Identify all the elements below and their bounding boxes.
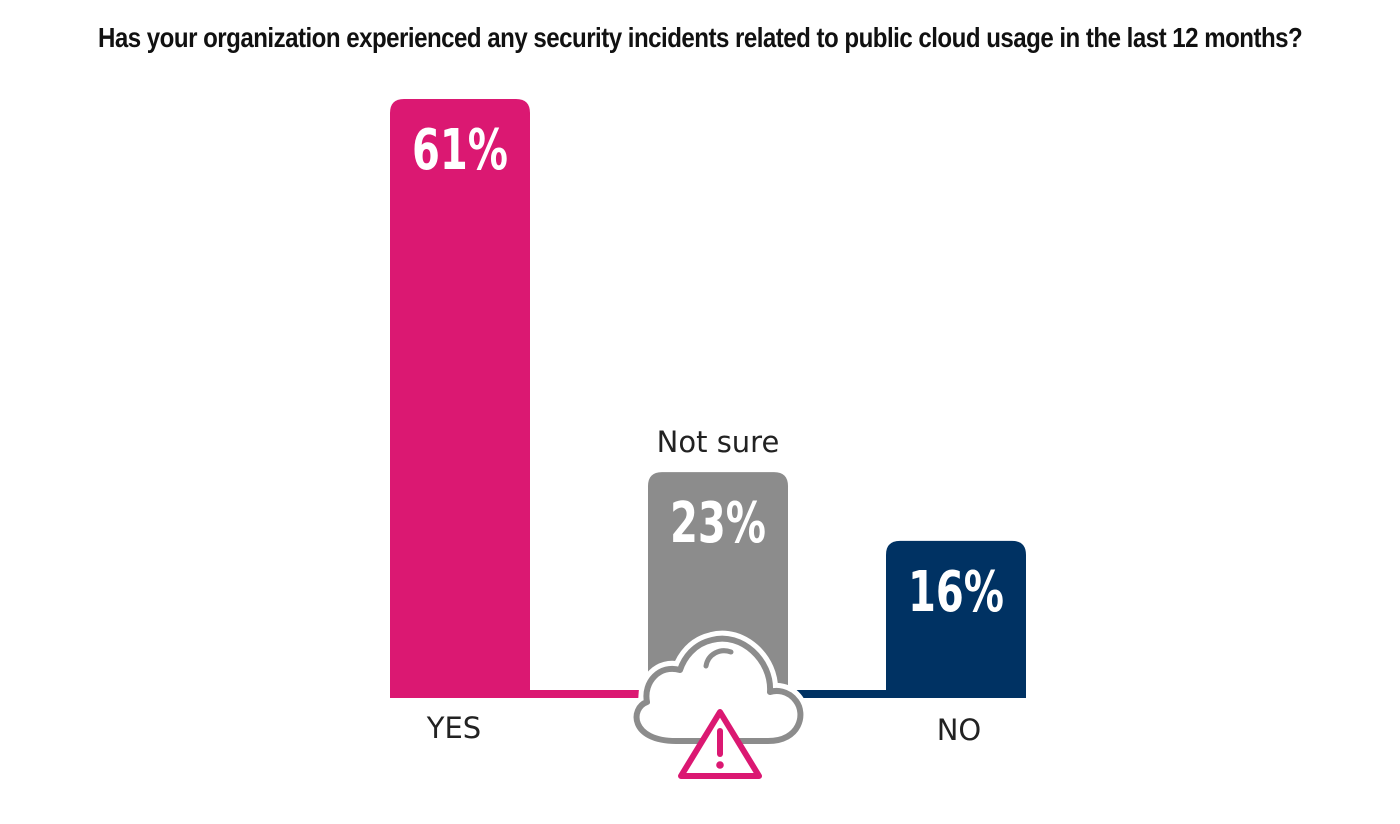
category-label-yes: YES — [426, 711, 481, 745]
value-label-yes: 61% — [412, 118, 508, 183]
bar-no — [886, 540, 1026, 698]
category-label-not-sure: Not sure — [657, 425, 780, 459]
chart-title: Has your organization experienced any se… — [98, 22, 1303, 53]
value-label-not-sure: 23% — [670, 491, 766, 556]
labels-layer: 61% 23% 16% YES Not sure NO — [412, 118, 1004, 747]
cloud-curl — [703, 648, 734, 669]
category-label-no: NO — [937, 713, 982, 747]
value-label-no: 16% — [908, 560, 1004, 625]
cloud-outline — [633, 635, 804, 744]
bars-layer — [390, 99, 1026, 698]
warning-dot — [716, 761, 724, 769]
cloud-warning-icon — [628, 630, 809, 779]
bar-yes — [390, 99, 530, 698]
